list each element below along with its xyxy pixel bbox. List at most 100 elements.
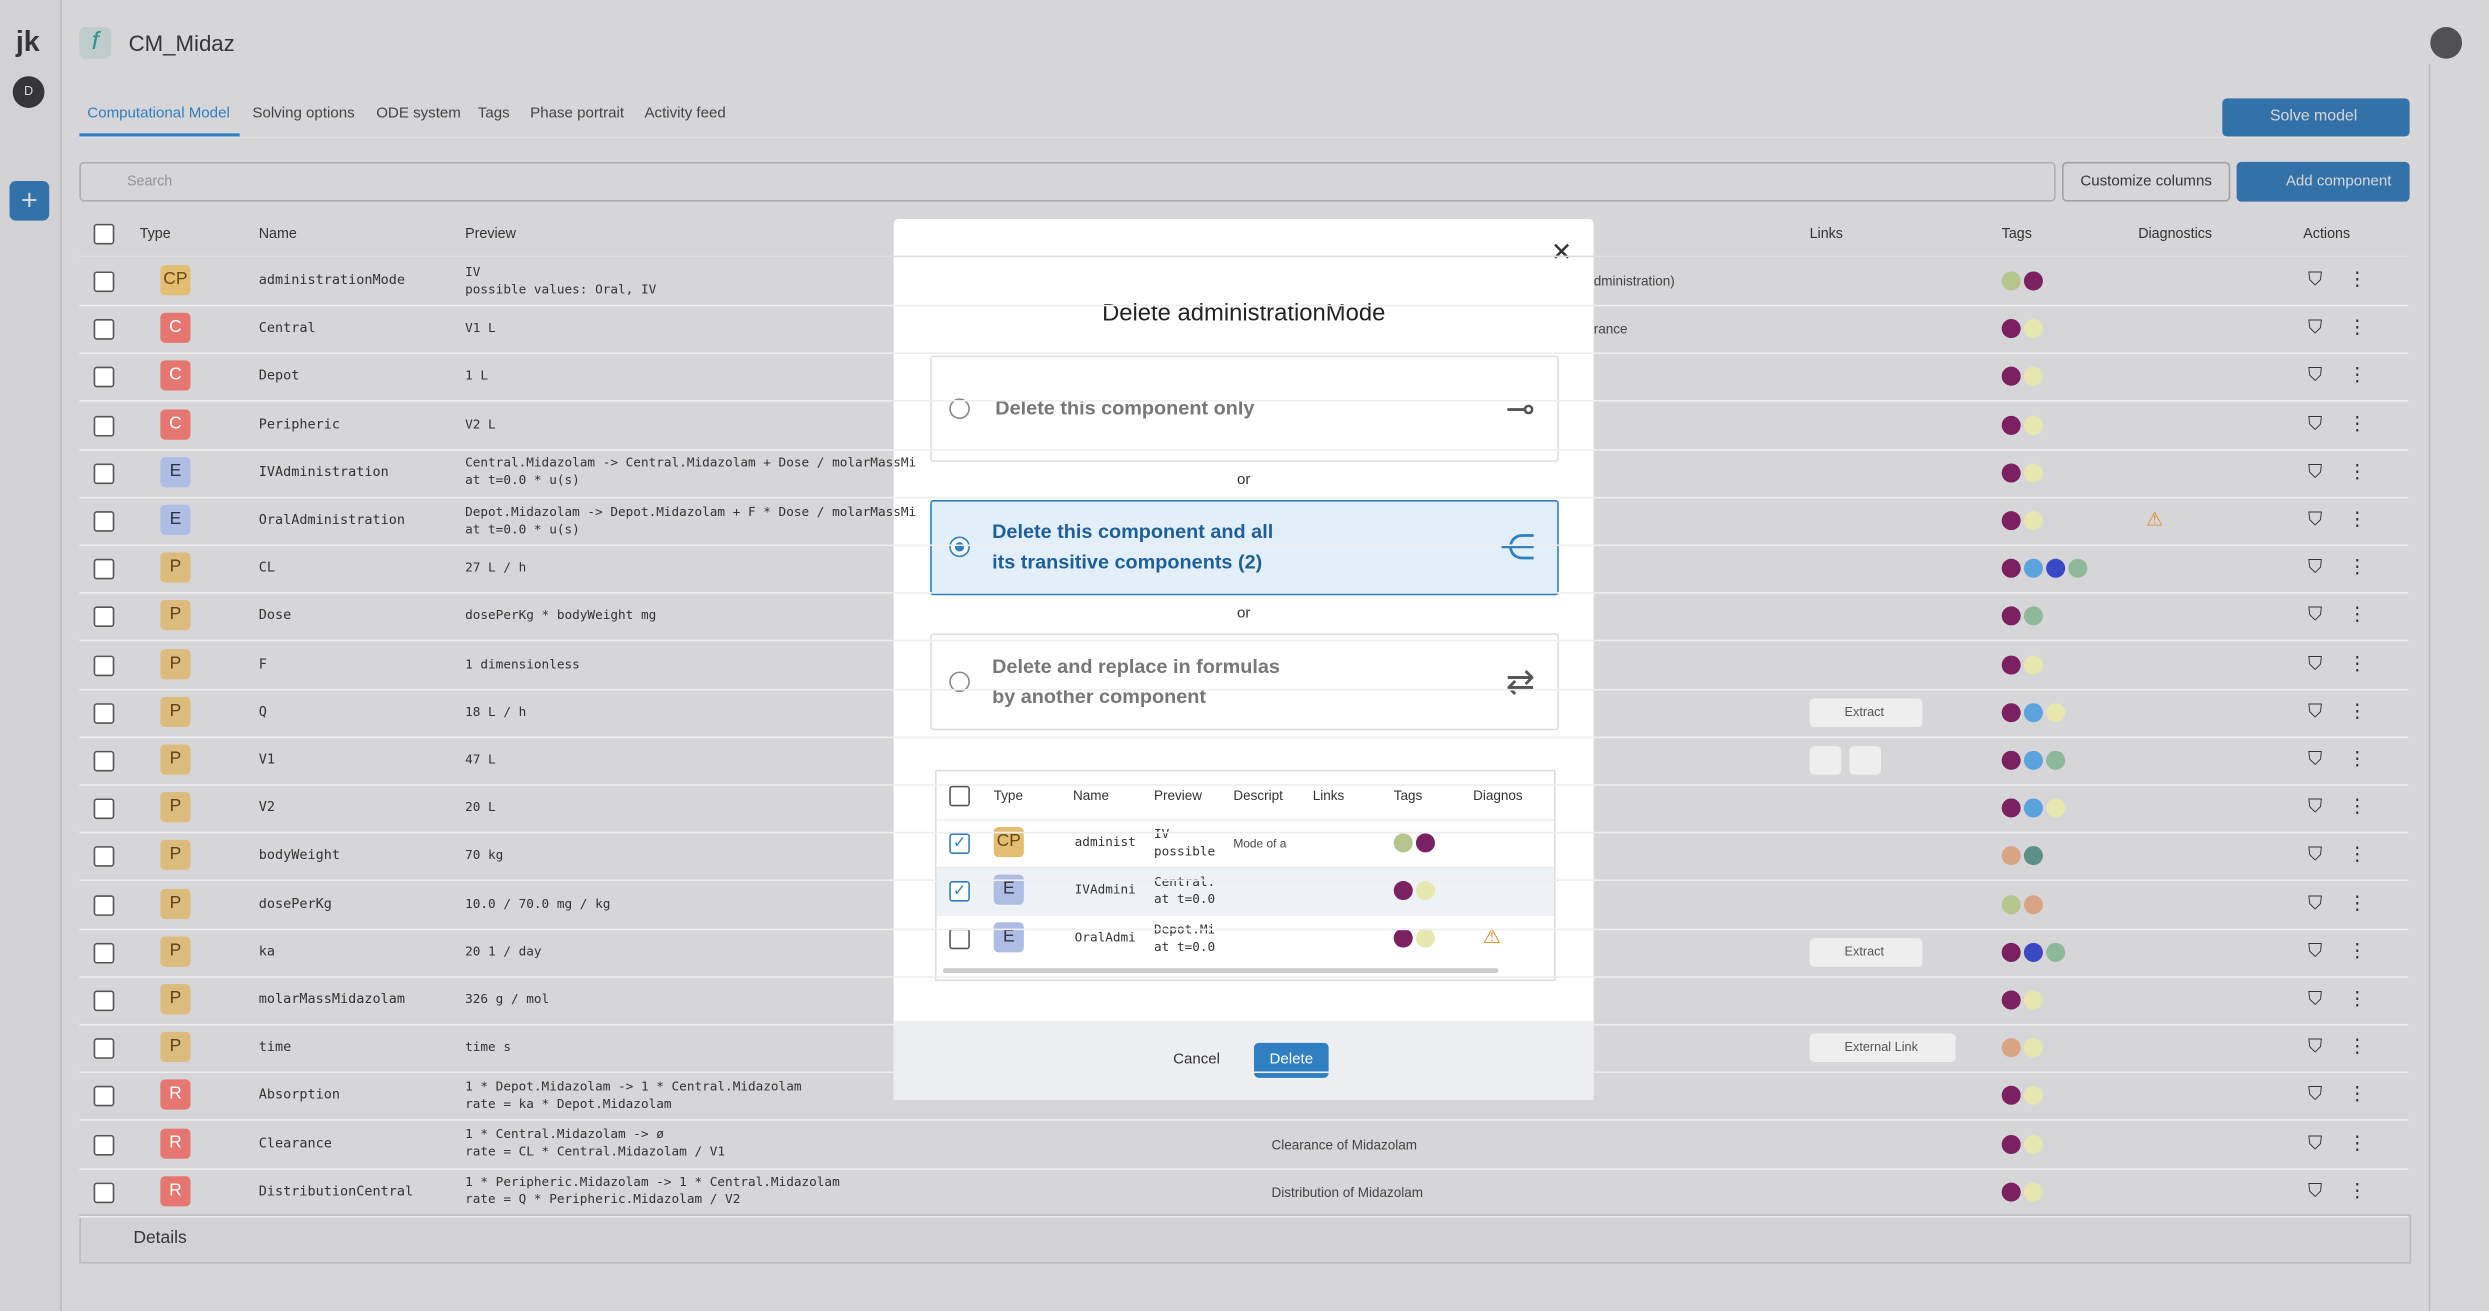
more-action[interactable]: ⋮	[2347, 1131, 2367, 1154]
customize-button[interactable]: Customize columns	[2061, 161, 2231, 202]
delete-option[interactable]: Delete and replace in formulas by another…	[930, 633, 1559, 731]
bookmark-button[interactable]	[1809, 746, 1842, 775]
radio[interactable]	[949, 536, 970, 558]
tab[interactable]: Solving options	[252, 104, 355, 123]
user-avatar[interactable]: D	[12, 76, 45, 108]
row-checkbox[interactable]	[93, 511, 115, 532]
row-checkbox[interactable]	[93, 271, 115, 293]
filter-action[interactable]: ⛉	[2308, 460, 2323, 483]
filter-action[interactable]: ⛉	[2308, 507, 2323, 531]
row-checkbox[interactable]	[93, 606, 115, 628]
more-action[interactable]: ⋮	[2347, 795, 2367, 818]
more-action[interactable]: ⋮	[2347, 651, 2367, 674]
profile[interactable]	[2430, 26, 2463, 59]
tab[interactable]: Computational Model	[87, 104, 230, 123]
row-checkbox[interactable]	[93, 367, 115, 388]
link-chip[interactable]: External Link	[1809, 1033, 1957, 1063]
filter-action[interactable]: ⛉	[2308, 987, 2323, 1010]
logo[interactable]: jk	[15, 25, 40, 58]
row-checkbox[interactable]	[93, 1134, 115, 1155]
more-action[interactable]: ⋮	[2347, 939, 2367, 962]
filter-action[interactable]: ⛉	[2308, 603, 2323, 627]
radio[interactable]	[949, 670, 970, 692]
filter-action[interactable]: ⛉	[2308, 555, 2323, 579]
filter-action[interactable]: ⛉	[2308, 364, 2323, 387]
link-chip[interactable]: Extract	[1809, 937, 1923, 967]
add-button[interactable]: +	[9, 180, 50, 221]
filter-action[interactable]: ⛉	[2308, 268, 2323, 291]
more-action[interactable]: ⋮	[2347, 699, 2367, 722]
tab[interactable]: Activity feed	[644, 104, 726, 123]
row-checkbox[interactable]	[93, 798, 115, 820]
more-action[interactable]: ⋮	[2347, 555, 2367, 579]
more-action[interactable]: ⋮	[2347, 268, 2367, 291]
solve-label: Solve model	[2269, 107, 2358, 126]
row-checkbox[interactable]	[93, 1038, 115, 1060]
row-border	[79, 1023, 2409, 1026]
more-action[interactable]: ⋮	[2347, 747, 2367, 770]
row-checkbox[interactable]	[93, 750, 115, 772]
row-checkbox[interactable]	[93, 463, 115, 484]
header-checkbox[interactable]	[93, 223, 115, 245]
filter-action[interactable]: ⛉	[2308, 843, 2323, 866]
row-checkbox[interactable]	[93, 415, 115, 436]
tab[interactable]: ODE system	[376, 104, 461, 123]
filter-action[interactable]: ⛉	[2308, 651, 2323, 674]
filter-action[interactable]: ⛉	[2308, 891, 2323, 914]
delete-option[interactable]: Delete this component only ⊸	[930, 355, 1559, 462]
filter-action[interactable]: ⛉	[2308, 412, 2323, 435]
more-action[interactable]: ⋮	[2347, 1179, 2367, 1202]
details-bar[interactable]: Details	[79, 1214, 2412, 1264]
row-checkbox[interactable]	[93, 894, 115, 916]
more-action[interactable]: ⋮	[2347, 507, 2367, 531]
filter-action[interactable]: ⛉	[2308, 1179, 2323, 1202]
row-checkbox[interactable]	[93, 990, 115, 1012]
column-header: Links	[1809, 225, 1843, 242]
close-button[interactable]: ✕	[1550, 239, 1573, 267]
more-action[interactable]: ⋮	[2347, 603, 2367, 627]
filter-action[interactable]: ⛉	[2308, 1131, 2323, 1154]
solve-button[interactable]: Solve model	[2222, 98, 2410, 137]
more-action[interactable]: ⋮	[2347, 316, 2367, 339]
row-checkbox[interactable]	[93, 654, 115, 676]
radio[interactable]	[949, 397, 970, 419]
option-icon: ⇄	[1505, 661, 1535, 701]
row-checkbox[interactable]	[93, 319, 115, 340]
more-action[interactable]: ⋮	[2347, 891, 2367, 914]
filter-action[interactable]: ⛉	[2308, 747, 2323, 770]
filter-action[interactable]: ⛉	[2308, 795, 2323, 818]
row-checkbox[interactable]	[93, 942, 115, 964]
inner-row-checkbox[interactable]	[949, 928, 970, 950]
inner-row-checkbox[interactable]: ✓	[949, 880, 970, 902]
inner-header-checkbox[interactable]	[949, 785, 970, 807]
filter-action[interactable]: ⛉	[2308, 1083, 2323, 1106]
filter-action[interactable]: ⛉	[2308, 1035, 2323, 1058]
more-action[interactable]: ⋮	[2347, 364, 2367, 387]
component-name: DistributionCentral	[258, 1183, 414, 1200]
search-box[interactable]: Search	[79, 161, 2056, 202]
delete-option[interactable]: Delete this component and all its transit…	[930, 500, 1559, 596]
more-action[interactable]: ⋮	[2347, 1083, 2367, 1106]
more-action[interactable]: ⋮	[2347, 987, 2367, 1010]
cancel-button[interactable]: Cancel	[1173, 1050, 1221, 1069]
bookmark-button[interactable]	[1849, 746, 1882, 775]
link-chip[interactable]: Extract	[1809, 698, 1923, 727]
row-checkbox[interactable]	[93, 846, 115, 868]
filter-action[interactable]: ⛉	[2308, 316, 2323, 339]
inner-row-checkbox[interactable]: ✓	[949, 833, 970, 855]
row-checkbox[interactable]	[93, 1182, 115, 1203]
filter-action[interactable]: ⛉	[2308, 699, 2323, 722]
tab[interactable]: Tags	[477, 104, 510, 123]
more-action[interactable]: ⋮	[2347, 843, 2367, 866]
row-border	[79, 400, 2409, 403]
more-action[interactable]: ⋮	[2347, 412, 2367, 435]
row-checkbox[interactable]	[93, 702, 115, 724]
tab[interactable]: Phase portrait	[530, 104, 625, 123]
more-action[interactable]: ⋮	[2347, 1035, 2367, 1058]
add-component-button[interactable]: Add component	[2236, 161, 2410, 202]
filter-action[interactable]: ⛉	[2308, 939, 2323, 962]
more-action[interactable]: ⋮	[2347, 460, 2367, 483]
row-checkbox[interactable]	[93, 559, 115, 580]
row-checkbox[interactable]	[93, 1086, 115, 1108]
